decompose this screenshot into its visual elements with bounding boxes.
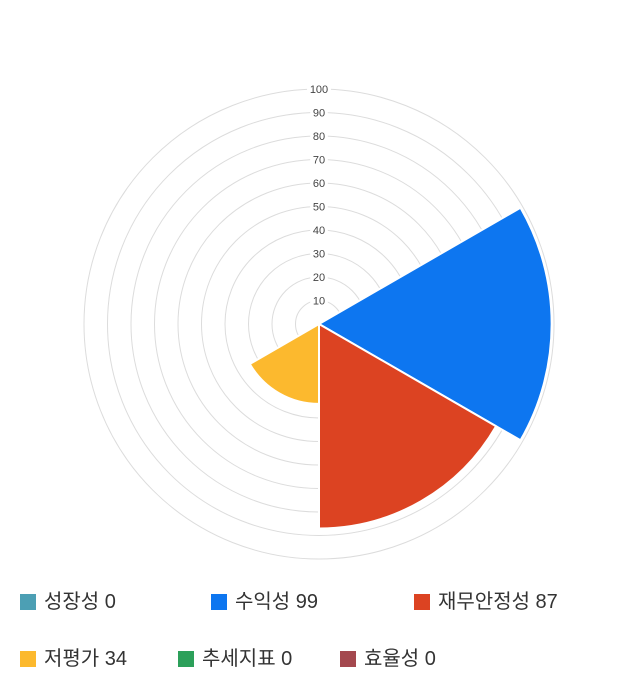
legend-item-0[interactable]: 성장성 0	[20, 591, 116, 613]
tick-halo	[307, 82, 331, 96]
tick-halo	[310, 270, 328, 284]
tick-halo	[310, 200, 328, 213]
radial-tick-label: 80	[313, 131, 325, 143]
tick-halo	[310, 129, 328, 143]
chart-area: 10 20 30 40 50 60 70 80 90 100	[83, 82, 555, 560]
legend-item-4[interactable]: 추세지표 0	[178, 648, 293, 670]
tick-halo	[310, 106, 328, 119]
tick-halo	[310, 247, 328, 260]
legend: 성장성 0 수익성 99 재무안정성 87 저평가 34 추세지표 0 효율성 0	[0, 572, 640, 700]
legend-swatch	[20, 594, 36, 610]
tick-halo	[310, 294, 328, 307]
chart-wedge-3[interactable]	[248, 323, 320, 405]
radial-tick-label: 90	[313, 108, 325, 120]
chart-wedge-1[interactable]	[318, 206, 553, 442]
legend-swatch	[20, 651, 36, 667]
legend-swatch	[340, 651, 356, 667]
radial-tick-label: 50	[313, 202, 325, 214]
radial-tick-label: 10	[313, 296, 325, 308]
legend-label: 추세지표 0	[202, 648, 293, 670]
legend-label: 재무안정성 87	[438, 591, 558, 613]
tick-halo	[310, 153, 328, 166]
radial-tick-label: 100	[310, 84, 328, 96]
radial-tick-label: 20	[313, 272, 325, 284]
chart-wedge-2[interactable]	[318, 323, 498, 530]
radial-tick-label: 60	[313, 178, 325, 190]
polar-chart: 10 20 30 40 50 60 70 80 90 100	[83, 82, 555, 560]
radial-tick-label: 70	[313, 155, 325, 167]
radial-tick-label: 40	[313, 225, 325, 237]
legend-label: 수익성 99	[235, 591, 319, 613]
legend-swatch	[211, 594, 227, 610]
radial-tick-label: 30	[313, 249, 325, 261]
legend-swatch	[414, 594, 430, 610]
legend-label: 성장성 0	[44, 591, 116, 613]
legend-item-2[interactable]: 재무안정성 87	[414, 591, 558, 613]
legend-swatch	[178, 651, 194, 667]
legend-label: 저평가 34	[44, 648, 128, 670]
legend-item-5[interactable]: 효율성 0	[340, 648, 436, 670]
legend-item-1[interactable]: 수익성 99	[211, 591, 319, 613]
tick-halo	[310, 176, 328, 190]
legend-item-3[interactable]: 저평가 34	[20, 648, 128, 670]
tick-halo	[310, 223, 328, 237]
legend-label: 효율성 0	[364, 648, 436, 670]
